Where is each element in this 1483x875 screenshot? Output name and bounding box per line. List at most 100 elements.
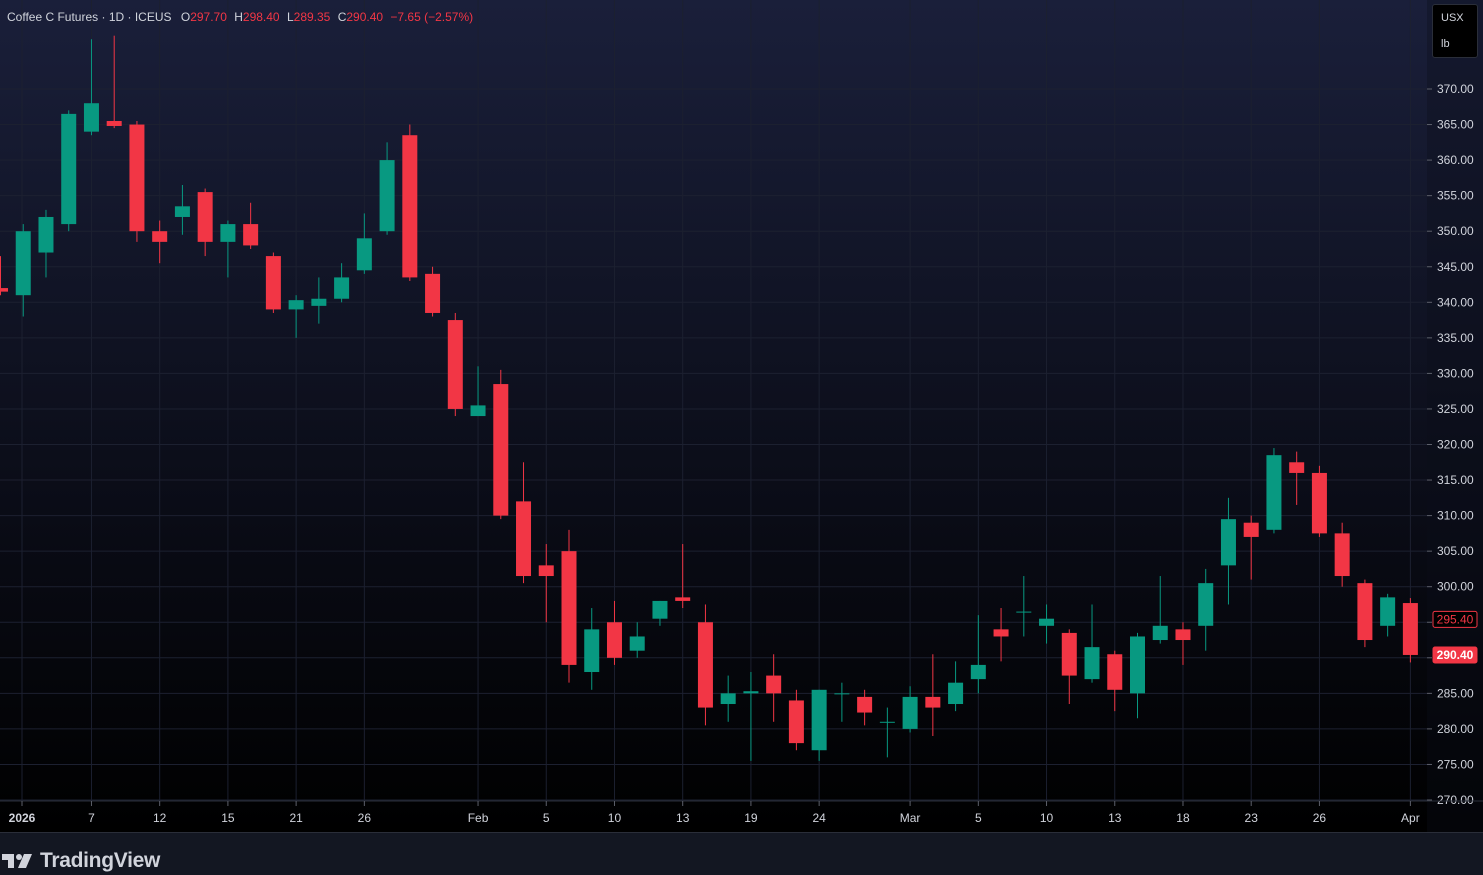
candle[interactable]	[925, 654, 941, 737]
candle-body	[516, 501, 532, 577]
candle[interactable]	[174, 184, 190, 235]
y-tick-label: 360.00	[1437, 153, 1474, 167]
x-tick-label: 10	[1040, 811, 1054, 825]
candle[interactable]	[720, 675, 736, 722]
candle[interactable]	[697, 604, 713, 726]
candle[interactable]	[584, 608, 600, 690]
symbol-title[interactable]: Coffee C Futures · 1D · ICEUS	[7, 10, 172, 24]
candle[interactable]	[993, 608, 1009, 662]
candle-body	[129, 124, 145, 232]
candle[interactable]	[970, 615, 986, 694]
candle[interactable]	[38, 209, 54, 278]
candle-body	[970, 664, 986, 680]
candle[interactable]	[1084, 604, 1100, 683]
candle[interactable]	[243, 202, 259, 249]
low-label: L	[286, 10, 294, 24]
candle[interactable]	[265, 252, 281, 313]
candle[interactable]	[1016, 576, 1032, 637]
candle[interactable]	[538, 544, 554, 623]
candle-body	[720, 693, 736, 705]
candle[interactable]	[493, 369, 509, 520]
candle[interactable]	[902, 686, 918, 733]
candle[interactable]	[1130, 632, 1145, 719]
candle[interactable]	[470, 366, 486, 417]
time-axis[interactable]: 2026 7 12 15 21 26 Feb 5 10 13 19 24 Mar 5 10 13 18 23 26 A…	[0, 800, 1483, 825]
candle-body	[1220, 519, 1236, 566]
candle[interactable]	[0, 256, 8, 296]
candle[interactable]	[1152, 576, 1168, 644]
y-tick-label: 365.00	[1437, 118, 1474, 132]
candle[interactable]	[1243, 515, 1259, 580]
candle[interactable]	[1039, 604, 1055, 644]
x-tick-label: 7	[88, 811, 95, 825]
candle[interactable]	[788, 689, 804, 751]
high-label: H	[234, 10, 243, 24]
y-tick-label: 275.00	[1437, 757, 1474, 771]
candle[interactable]	[811, 689, 827, 761]
unit-selector[interactable]: USX lb	[1432, 4, 1478, 58]
candle[interactable]	[1380, 593, 1396, 637]
candle-body	[379, 160, 395, 232]
candle[interactable]	[1266, 448, 1282, 534]
candle[interactable]	[83, 39, 99, 136]
candle[interactable]	[356, 213, 372, 274]
candle[interactable]	[652, 600, 668, 626]
y-tick-label: 280.00	[1437, 722, 1474, 736]
candle-body	[265, 256, 281, 310]
close-label: C	[337, 10, 347, 24]
candle[interactable]	[629, 622, 645, 658]
candle-body	[834, 693, 850, 695]
candle[interactable]	[879, 707, 895, 758]
candle[interactable]	[129, 120, 145, 242]
candles-layer	[0, 35, 1418, 761]
candle[interactable]	[379, 142, 395, 235]
candle[interactable]	[834, 682, 850, 722]
candle[interactable]	[1198, 568, 1214, 651]
candle[interactable]	[675, 544, 691, 609]
candle[interactable]	[1061, 629, 1077, 705]
candle[interactable]	[334, 263, 350, 303]
candle[interactable]	[288, 295, 304, 338]
price-axis[interactable]: 270.00275.00280.00285.00290.00295.00300.…	[1427, 0, 1483, 832]
candle[interactable]	[447, 312, 463, 417]
candle[interactable]	[1289, 451, 1305, 505]
candle[interactable]	[1175, 622, 1191, 665]
y-tick-label: 355.00	[1437, 189, 1474, 203]
price-label-text: 290.40	[1437, 648, 1474, 662]
y-tick-label: 300.00	[1437, 580, 1474, 594]
candle[interactable]	[606, 600, 622, 665]
candle[interactable]	[152, 220, 168, 264]
x-tick-label: Feb	[468, 811, 489, 825]
candle-body	[61, 113, 77, 225]
measure-unit[interactable]: lb	[1441, 38, 1450, 50]
candle-body	[561, 551, 577, 665]
candle[interactable]	[220, 220, 236, 278]
candlestick-chart[interactable]: 270.00275.00280.00285.00290.00295.00300.…	[0, 0, 1483, 832]
candle[interactable]	[425, 266, 441, 317]
candle[interactable]	[1311, 465, 1327, 537]
candle[interactable]	[1334, 522, 1350, 587]
candle[interactable]	[561, 529, 577, 683]
candle[interactable]	[1107, 650, 1123, 712]
candle[interactable]	[1357, 579, 1373, 648]
candle[interactable]	[857, 689, 873, 726]
candle[interactable]	[516, 462, 532, 584]
candle[interactable]	[1220, 497, 1236, 605]
candle[interactable]	[402, 124, 418, 281]
tradingview-logo[interactable]: TradingView	[2, 849, 160, 873]
candle[interactable]	[15, 224, 31, 317]
x-tick-label: 18	[1176, 811, 1190, 825]
candle[interactable]	[61, 110, 77, 232]
candle[interactable]	[743, 672, 759, 761]
candle-body	[606, 622, 622, 658]
candle[interactable]	[1402, 598, 1418, 663]
candle-body	[902, 696, 918, 729]
candle[interactable]	[311, 277, 327, 324]
candle[interactable]	[197, 188, 213, 257]
last-price-label: 290.40	[1432, 646, 1478, 664]
x-tick-label: 5	[975, 811, 982, 825]
candle[interactable]	[106, 35, 122, 129]
candle[interactable]	[766, 654, 782, 722]
currency-unit[interactable]: USX	[1441, 12, 1464, 24]
candle[interactable]	[948, 661, 964, 712]
